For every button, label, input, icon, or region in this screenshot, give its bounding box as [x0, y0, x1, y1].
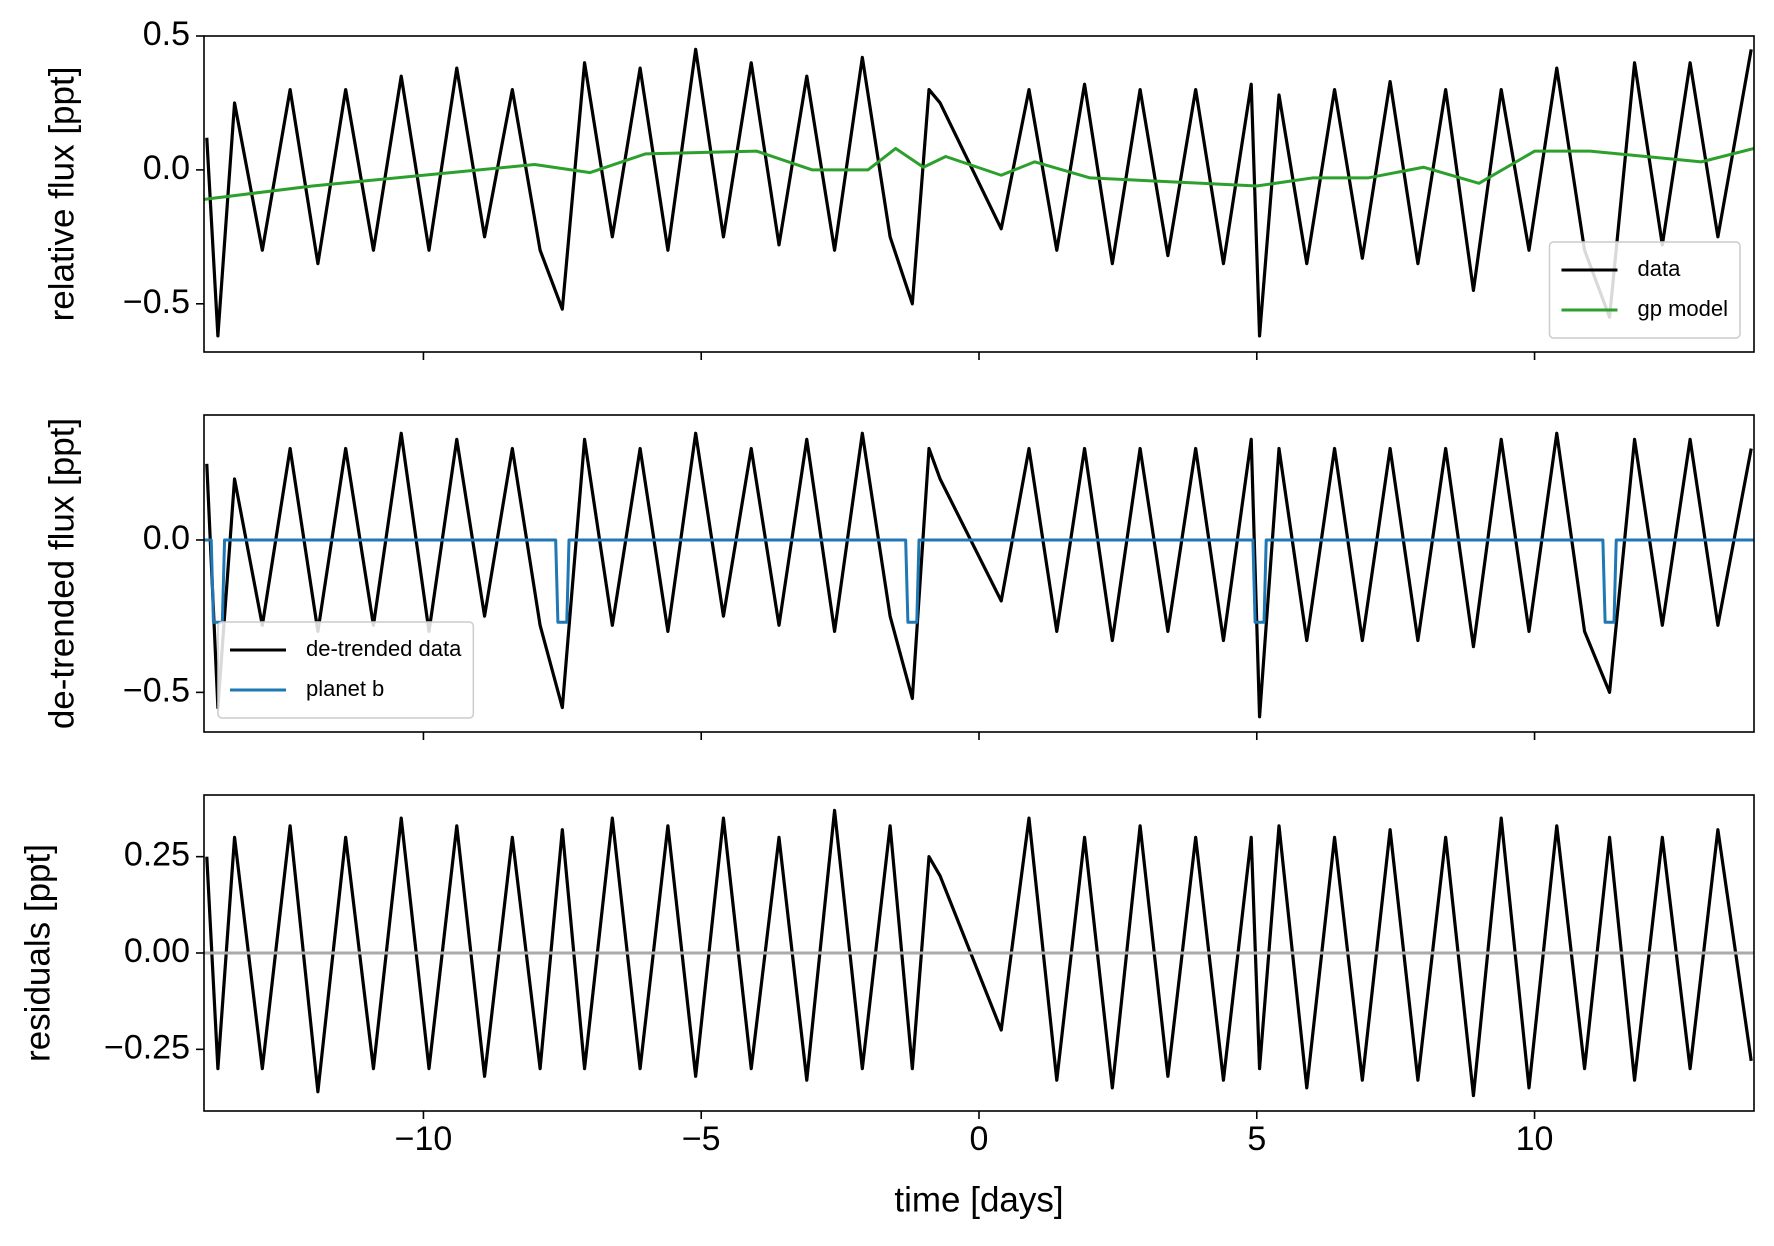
legend-label: de-trended data: [306, 636, 462, 661]
x-tick-label: 0: [970, 1120, 989, 1158]
legend-label: planet b: [306, 676, 384, 701]
legend-label: data: [1637, 256, 1681, 281]
series-line: [204, 538, 1754, 624]
y-axis-label: residuals [ppt]: [18, 844, 57, 1062]
y-tick-label: 0.0: [143, 519, 190, 557]
x-tick-label: −5: [682, 1120, 721, 1158]
x-tick-label: −10: [395, 1120, 453, 1158]
y-tick-label: −0.5: [123, 283, 190, 321]
series-line: [205, 808, 1753, 1098]
legend: data gp model: [1548, 241, 1741, 339]
legend-label: gp model: [1637, 296, 1728, 321]
series-line: [205, 431, 1753, 719]
legend-box: [217, 621, 475, 719]
y-tick-label: 0.5: [143, 15, 190, 53]
x-tick-label: 5: [1247, 1120, 1266, 1158]
legend: de-trended data planet b: [217, 621, 475, 719]
y-tick-label: 0.00: [124, 932, 190, 970]
x-tick-label: 10: [1516, 1120, 1554, 1158]
y-tick-label: 0.25: [124, 836, 190, 874]
y-tick-label: 0.0: [143, 149, 190, 187]
y-axis-label: de-trended flux [ppt]: [42, 418, 81, 729]
y-axis-label: relative flux [ppt]: [42, 67, 81, 322]
legend-box: [1548, 241, 1741, 339]
series-line: [204, 146, 1754, 201]
y-tick-label: −0.5: [123, 671, 190, 709]
y-tick-label: −0.25: [104, 1028, 190, 1066]
series-line: [205, 47, 1753, 338]
x-axis-label: time [days]: [894, 1180, 1063, 1219]
